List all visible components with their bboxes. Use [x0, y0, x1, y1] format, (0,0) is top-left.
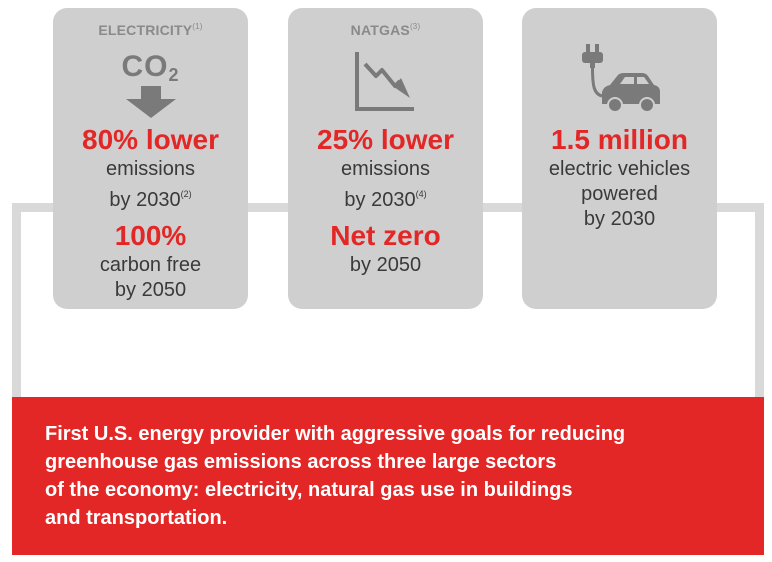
co2-icon: CO2 [53, 50, 248, 86]
down-arrow-icon [126, 86, 176, 118]
connector-line-right [755, 203, 764, 398]
electric-car-plug-icon [582, 44, 660, 113]
banner-text: First U.S. energy provider with aggressi… [45, 420, 725, 532]
banner-line-4: and transportation. [45, 507, 228, 529]
natgas-stat1-note: (4) [415, 189, 427, 199]
natgas-title-text: NATGAS [350, 22, 410, 38]
vehicles-line2: powered [581, 183, 658, 205]
natgas-card: NATGAS(3) 25% lower emissions by 2030(4)… [288, 8, 483, 309]
banner-line-2: greenhouse gas emissions across three la… [45, 451, 557, 473]
co2-subscript: 2 [168, 65, 180, 85]
natgas-stat1-year: by 2030 [344, 189, 416, 211]
co2-text: CO [121, 50, 169, 83]
electricity-stat2: 100% [114, 220, 187, 251]
natgas-stat1-line1: emissions [341, 158, 430, 180]
natgas-stat1: 25% lower [317, 124, 454, 155]
electricity-stat1-line1: emissions [106, 158, 195, 180]
vehicles-line1: electric vehicles [548, 158, 691, 180]
summary-banner: First U.S. energy provider with aggressi… [12, 397, 764, 555]
banner-line-1: First U.S. energy provider with aggressi… [45, 423, 626, 445]
electricity-stat2-line1: carbon free [99, 254, 202, 276]
vehicles-line3: by 2030 [583, 208, 656, 230]
electricity-stat2-line2: by 2050 [114, 279, 187, 301]
electricity-title: ELECTRICITY(1) [53, 22, 248, 38]
vehicles-card: 1.5 million electric vehicles powered by… [522, 8, 717, 309]
natgas-stat2: Net zero [330, 220, 441, 251]
banner-line-3: of the economy: electricity, natural gas… [45, 479, 573, 501]
electricity-stat1-note: (2) [180, 189, 192, 199]
electricity-card: ELECTRICITY(1) CO2 80% lower emissions b… [53, 8, 248, 309]
natgas-stat2-line1: by 2050 [349, 254, 422, 276]
electricity-stat1-line2: by 2030(2) [53, 182, 248, 212]
natgas-title-note: (3) [409, 22, 421, 31]
electricity-title-note: (1) [192, 22, 203, 31]
electricity-title-text: ELECTRICITY [98, 22, 193, 38]
electricity-stat1: 80% lower [82, 124, 219, 155]
connector-line-left [12, 203, 21, 398]
declining-chart-icon [355, 52, 414, 111]
vehicles-stat1: 1.5 million [551, 124, 688, 155]
natgas-title: NATGAS(3) [288, 22, 483, 38]
natgas-stat1-line2: by 2030(4) [288, 182, 483, 212]
electricity-stat1-year: by 2030 [109, 189, 181, 211]
